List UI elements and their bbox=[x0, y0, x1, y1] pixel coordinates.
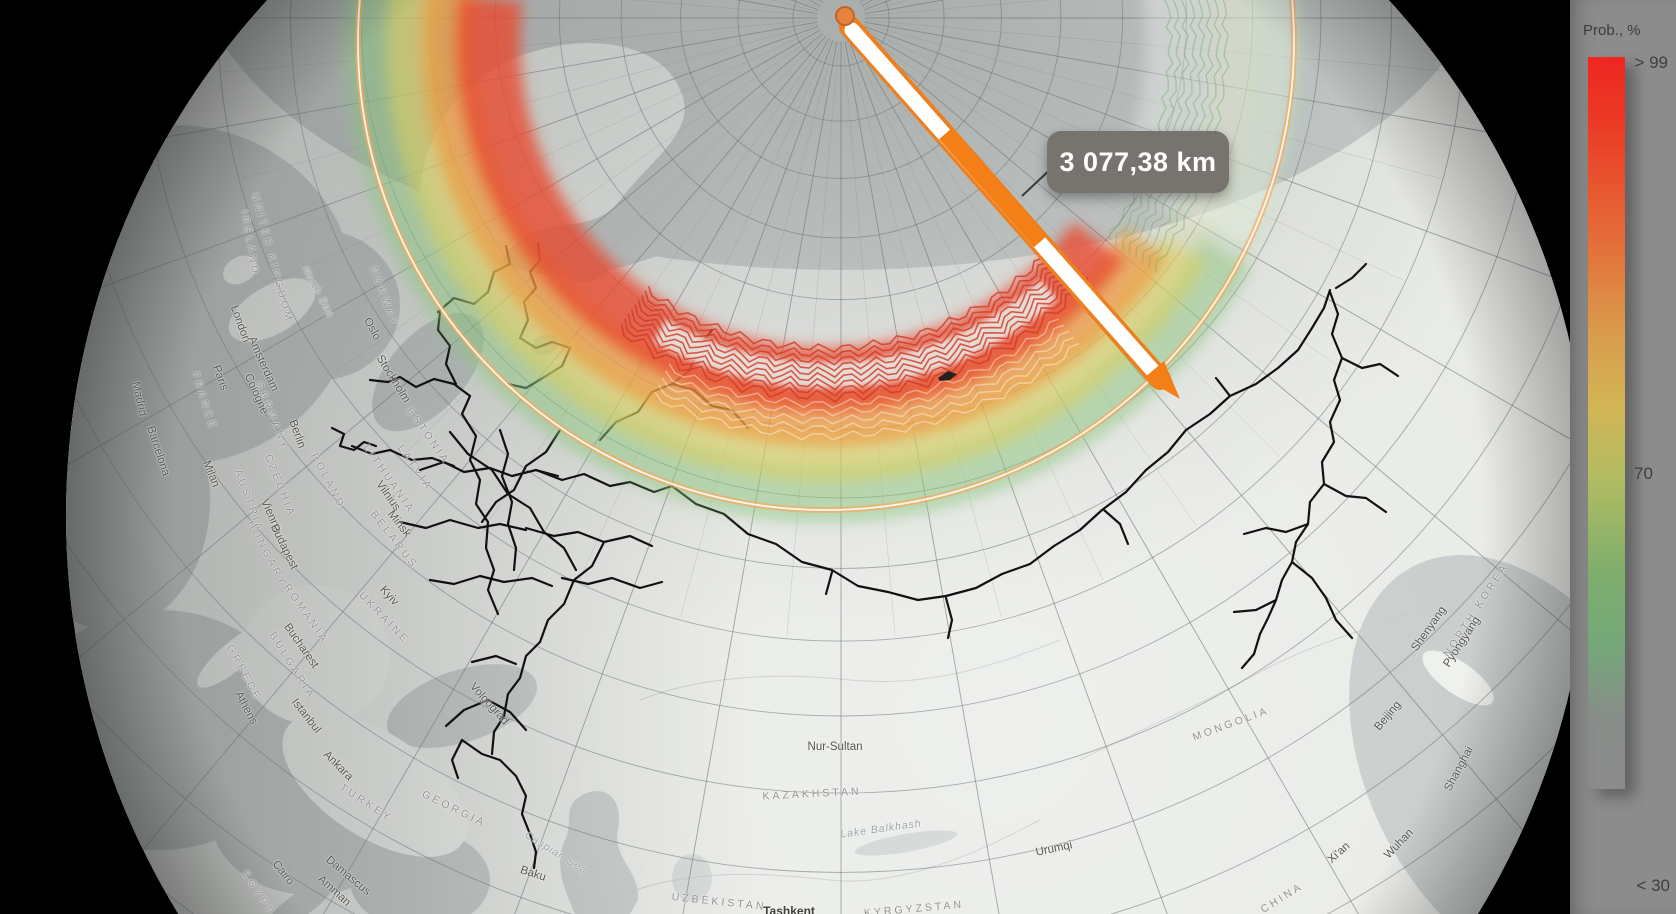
legend-tick-mid: 70 bbox=[1634, 464, 1653, 483]
measure-ruler[interactable] bbox=[835, 6, 1180, 399]
probability-legend: Prob., % > 99 70 < 30 bbox=[1570, 0, 1676, 914]
legend-tick-max: > 99 bbox=[1634, 53, 1668, 72]
ruler-start-handle[interactable] bbox=[835, 6, 855, 26]
ruler-filled-segment bbox=[938, 128, 1047, 248]
limb-shadow bbox=[66, 0, 1590, 914]
legend-title: Prob., % bbox=[1583, 22, 1641, 39]
distance-tooltip: 3 077,38 km bbox=[1047, 131, 1229, 193]
legend-tick-min: < 30 bbox=[1636, 876, 1670, 895]
ruler-arrowhead[interactable] bbox=[1144, 361, 1180, 399]
legend-colorbar bbox=[1588, 57, 1625, 789]
distance-value: 3 077,38 km bbox=[1059, 146, 1217, 177]
